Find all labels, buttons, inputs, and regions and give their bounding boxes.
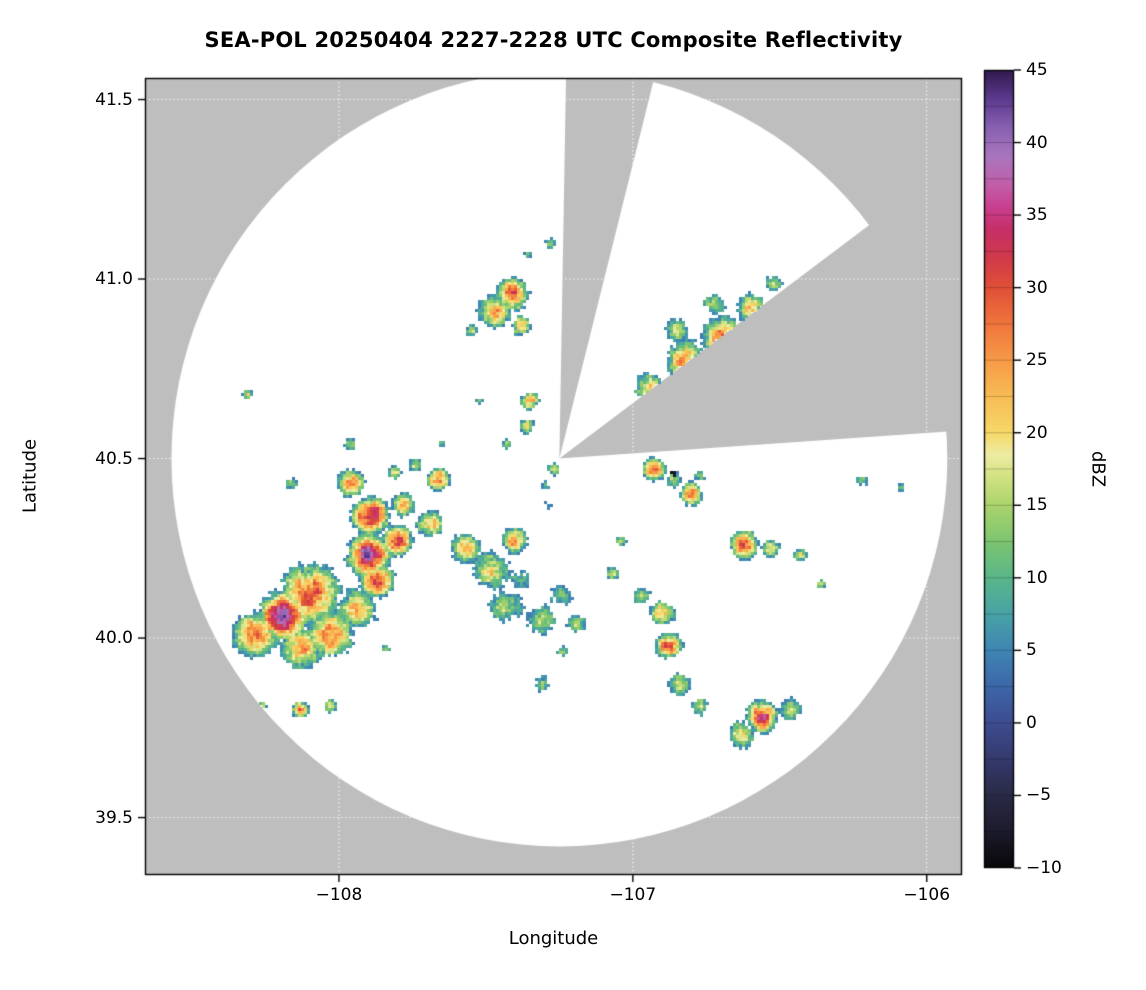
x-tick-label: −106 (903, 885, 951, 905)
plot-title: SEA-POL 20250404 2227-2228 UTC Composite… (204, 28, 903, 52)
x-axis-label: Longitude (508, 928, 599, 949)
colorbar-tick-label: 20 (1026, 422, 1048, 443)
colorbar-label: dBZ (1087, 450, 1109, 488)
colorbar-tick-label: 35 (1026, 205, 1048, 226)
colorbar-tick-label: 40 (1026, 132, 1048, 153)
y-tick-label: 40.5 (95, 448, 133, 469)
colorbar-tick-label: −10 (1026, 858, 1062, 878)
x-tick-label: −107 (609, 885, 657, 905)
y-tick-label: 40.0 (95, 628, 133, 649)
colorbar-tick-label: −5 (1026, 785, 1052, 806)
colorbar-tick-label: 15 (1026, 495, 1048, 516)
x-tick-label: −108 (315, 885, 363, 905)
colorbar-tick-label: 0 (1026, 712, 1037, 733)
y-axis-label: Latitude (19, 438, 41, 514)
y-tick-label: 39.5 (95, 807, 133, 828)
colorbar-tick-label: 30 (1026, 277, 1048, 298)
y-tick-label: 41.0 (95, 269, 133, 290)
colorbar-tick-label: 25 (1026, 350, 1048, 371)
y-tick-label: 41.5 (95, 89, 133, 110)
colorbar-tick-label: 5 (1026, 640, 1037, 661)
colorbar-tick-label: 45 (1026, 60, 1048, 80)
colorbar-tick-label: 10 (1026, 567, 1048, 588)
